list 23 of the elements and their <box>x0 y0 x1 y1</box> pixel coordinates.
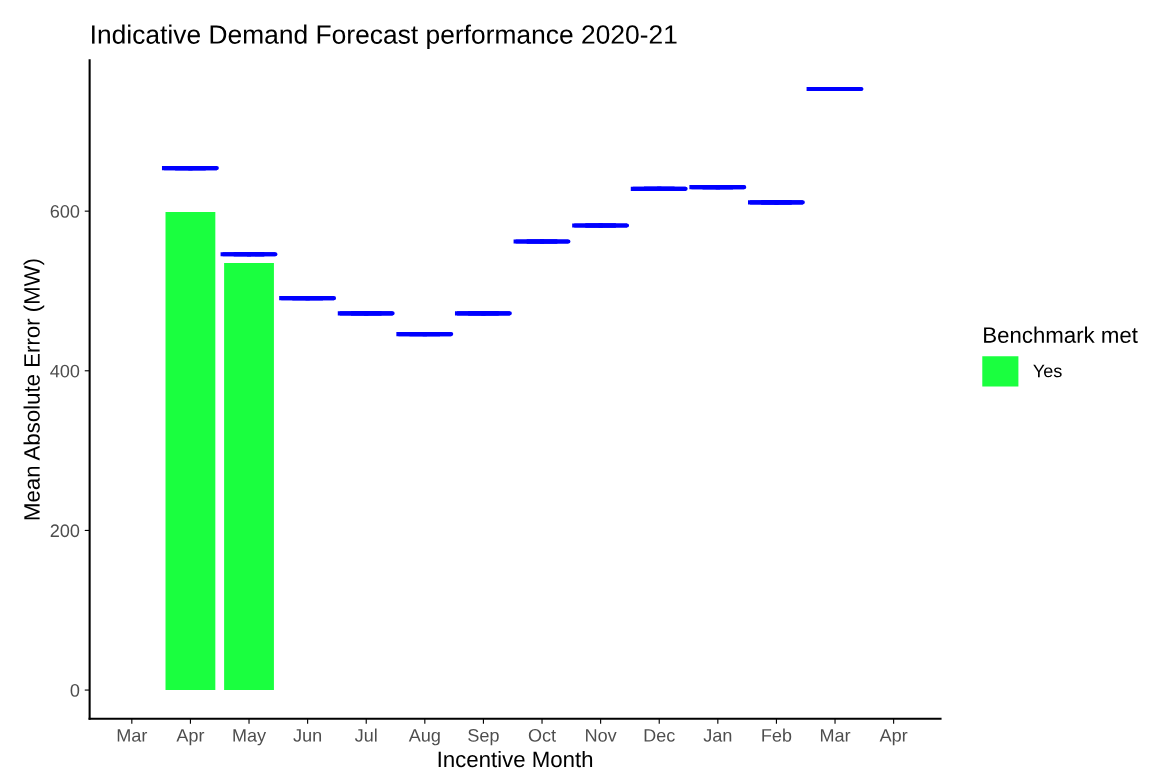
x-tick-label: Oct <box>528 728 556 742</box>
x-tick-label: Mar <box>820 729 851 742</box>
x-tick-label: Apr <box>176 729 205 746</box>
x-tick-label: Sep <box>468 728 499 746</box>
y-tick-label: 0 <box>70 683 80 697</box>
legend-label: Yes <box>1033 364 1062 378</box>
x-tick-label: Apr <box>879 729 908 746</box>
x-tick-label: Dec <box>644 729 675 742</box>
legend-title: Benchmark met <box>984 326 1138 343</box>
x-tick-label: May <box>233 729 267 746</box>
y-tick-label: 200 <box>50 524 80 538</box>
y-axis-title: Mean Absolute Error (MW) <box>23 259 45 520</box>
x-tick-label: Mar <box>117 729 148 742</box>
x-tick-label: Jun <box>293 729 322 742</box>
x-tick-label: Nov <box>586 729 617 742</box>
chart-title: Indicative Demand Forecast performance 2020-21 <box>92 24 677 50</box>
x-tick-label: Feb <box>762 728 792 742</box>
x-axis-title: Incentive Month <box>438 750 593 768</box>
x-tick-label: Jul <box>354 728 377 742</box>
y-tick-label: 600 <box>50 205 80 218</box>
x-tick-label: Jan <box>703 729 732 742</box>
y-tick-label: 400 <box>50 364 80 378</box>
x-tick-label: Aug <box>408 729 440 746</box>
